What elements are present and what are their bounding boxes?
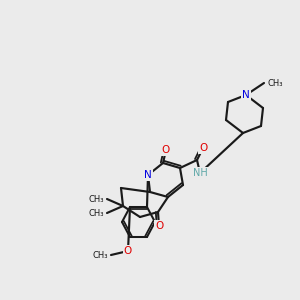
Text: N: N: [144, 170, 152, 180]
Text: O: O: [155, 221, 163, 231]
Text: CH₃: CH₃: [92, 250, 108, 260]
Text: O: O: [162, 145, 170, 155]
Text: NH: NH: [193, 168, 207, 178]
Text: CH₃: CH₃: [88, 208, 104, 217]
Text: N: N: [242, 90, 250, 100]
Text: CH₃: CH₃: [88, 194, 104, 203]
Text: CH₃: CH₃: [268, 79, 283, 88]
Text: O: O: [199, 143, 207, 153]
Text: O: O: [124, 246, 132, 256]
